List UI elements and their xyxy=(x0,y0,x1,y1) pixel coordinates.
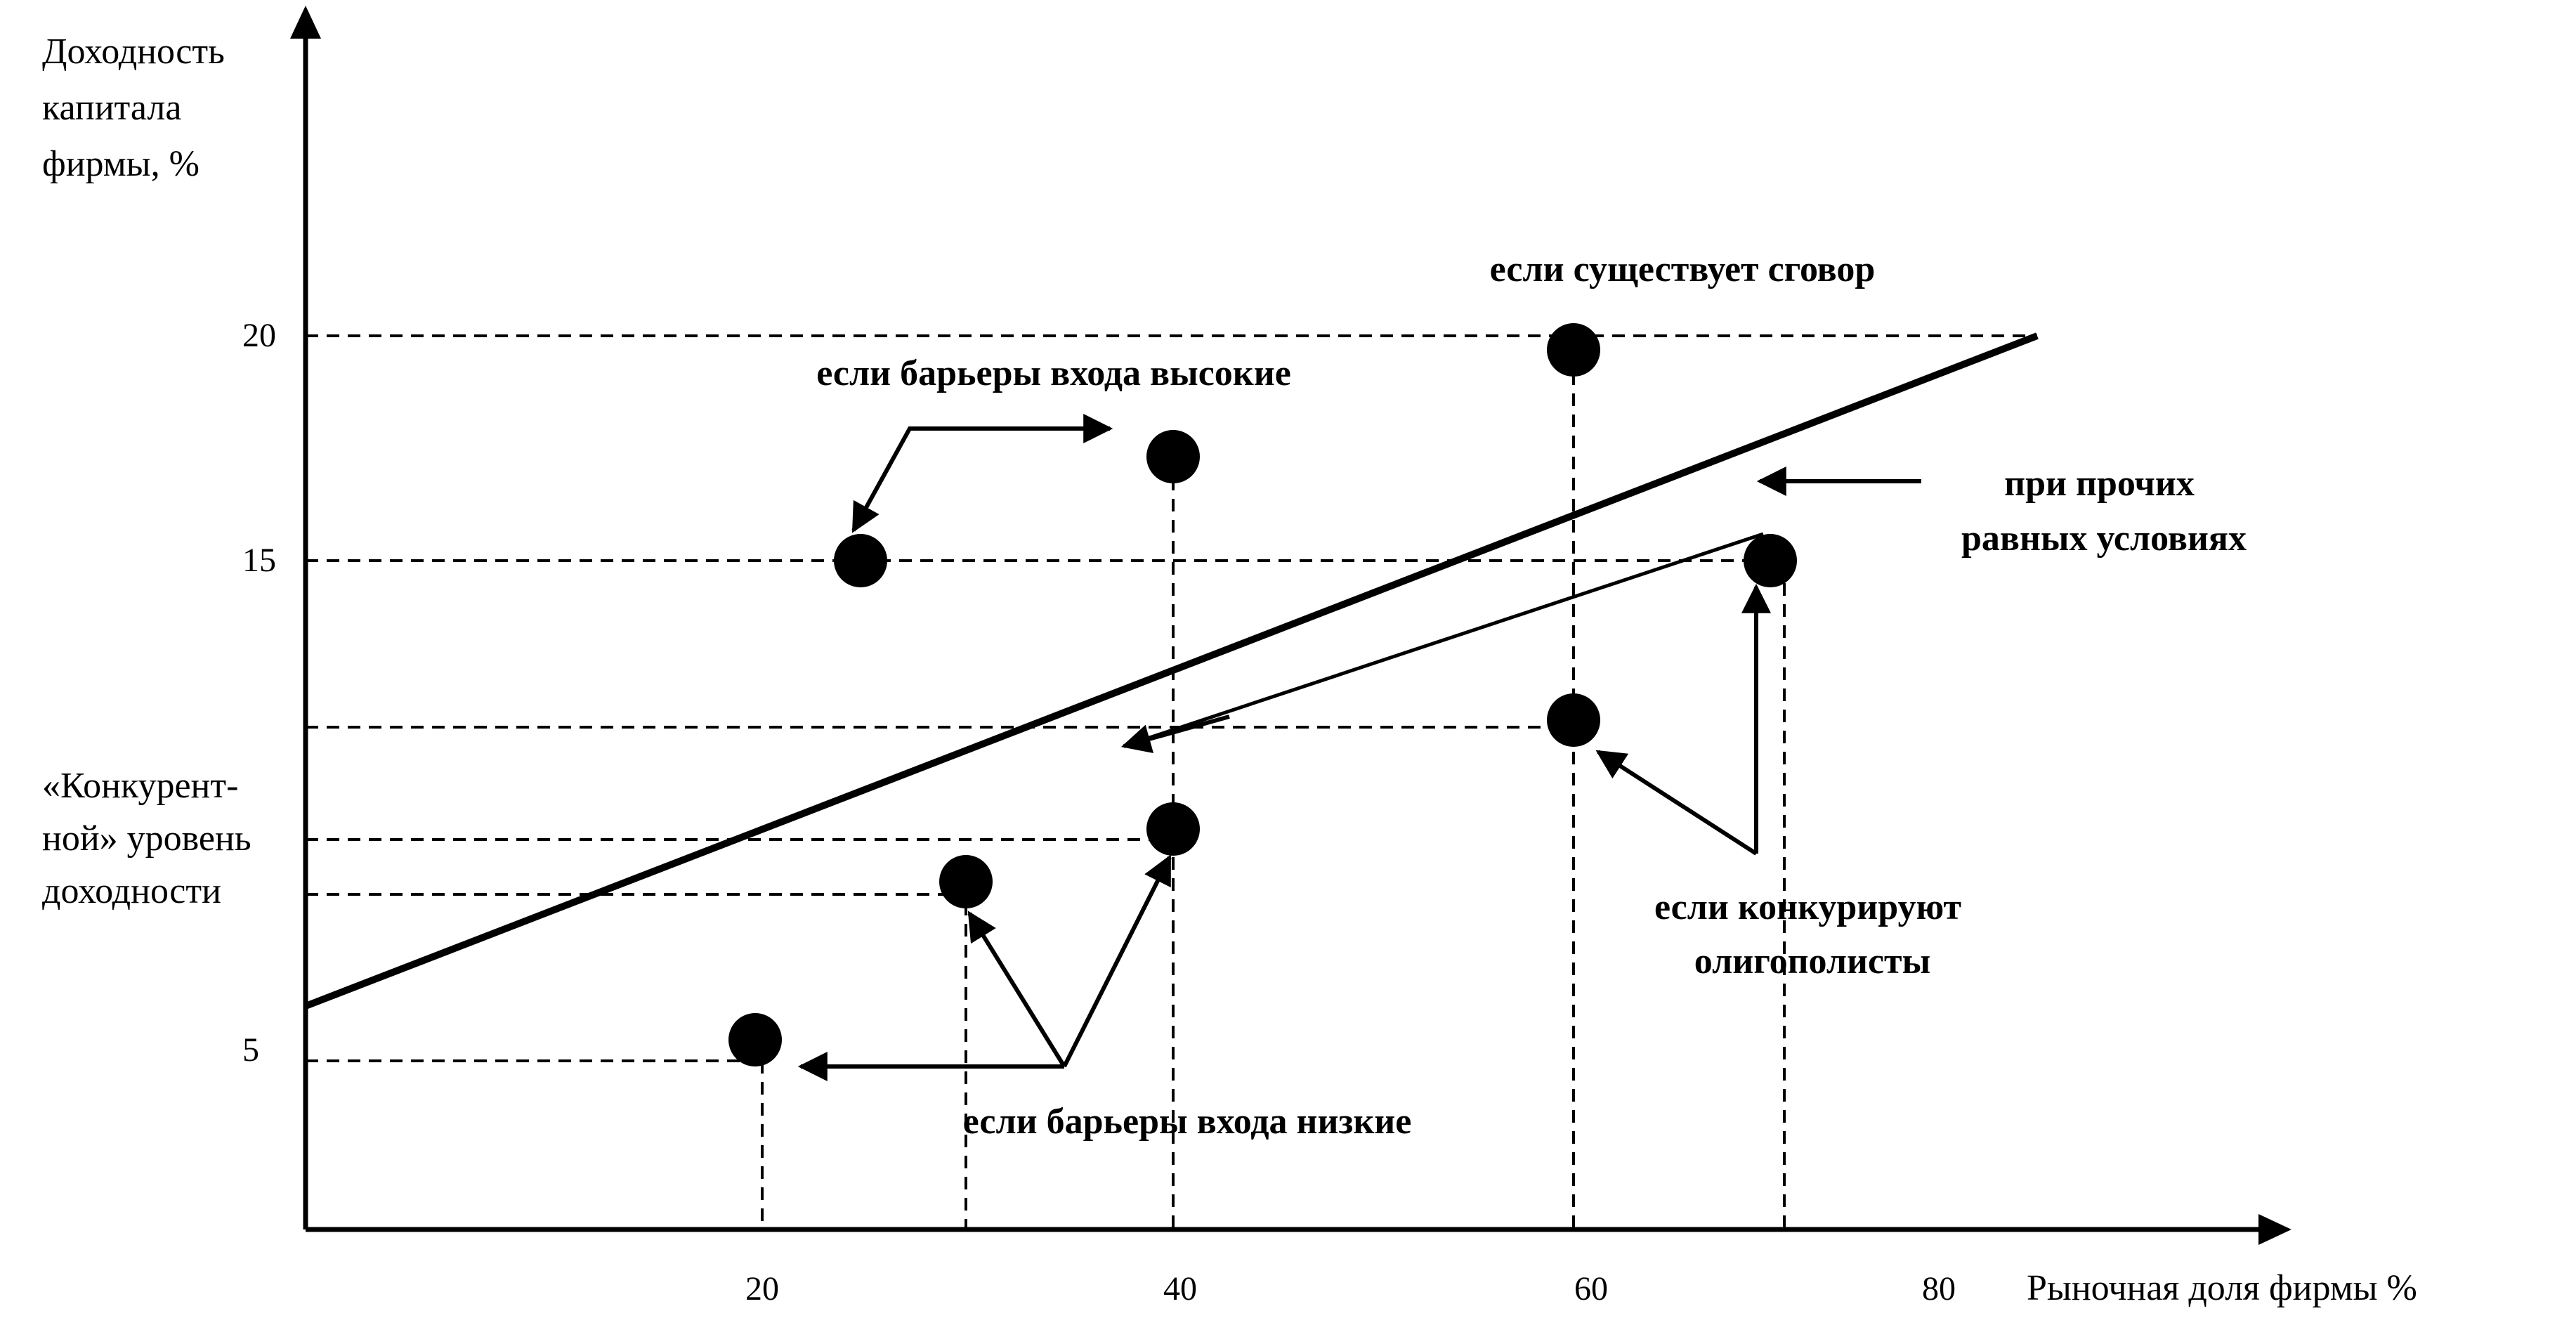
competitive-level-line-1: «Конкурент- xyxy=(42,766,238,806)
annotation-ceteris-paribus-line-1: при прочих xyxy=(2004,464,2195,504)
annotation-low-barriers: если барьеры входа низкие xyxy=(963,1102,1412,1142)
ceteris-paribus-line xyxy=(1123,532,1764,748)
main-trend-line xyxy=(304,332,2039,1010)
y-axis-arrow-icon xyxy=(290,6,321,39)
y-axis-label: Доходность капитала фирмы, % xyxy=(42,32,234,184)
annotation-ceteris-paribus: при прочих равных условиях xyxy=(1961,464,2247,559)
annotation-oligopoly-line-1: если конкурируют xyxy=(1654,887,1961,927)
data-points xyxy=(728,323,1797,1066)
y-tick-20: 20 xyxy=(242,317,276,354)
x-tick-60: 60 xyxy=(1574,1270,1608,1307)
data-point-2 xyxy=(939,855,993,908)
x-tick-40: 40 xyxy=(1163,1270,1197,1307)
low-barriers-arrow-up-right xyxy=(1062,854,1172,1068)
competitive-level-label: «Конкурент- ной» уровень доходности xyxy=(42,766,261,911)
data-point-4 xyxy=(834,534,887,587)
annotation-arrows xyxy=(797,414,1921,1081)
x-tick-20: 20 xyxy=(745,1270,779,1307)
data-point-5 xyxy=(1146,430,1200,483)
data-point-8 xyxy=(1744,534,1797,587)
data-point-7 xyxy=(1547,693,1600,747)
y-axis-label-line-3: фирмы, % xyxy=(42,144,200,184)
y-tick-5: 5 xyxy=(242,1031,259,1069)
y-tick-15: 15 xyxy=(242,542,276,579)
annotation-high-barriers: если барьеры входа высокие xyxy=(816,353,1291,393)
competitive-level-line-3: доходности xyxy=(42,871,221,911)
data-point-3 xyxy=(1146,802,1200,856)
data-point-6 xyxy=(1547,323,1600,377)
competitive-level-line-2: ной» уровень xyxy=(42,818,251,859)
data-point-1 xyxy=(728,1013,782,1066)
x-tick-80: 80 xyxy=(1922,1270,1956,1307)
low-barriers-arrow-up-left xyxy=(967,911,1066,1068)
annotation-oligopoly-line-2: олигополисты xyxy=(1694,941,1930,981)
x-axis-arrow-icon xyxy=(2258,1214,2291,1245)
annotation-ceteris-paribus-line-2: равных условиях xyxy=(1961,518,2247,559)
y-axis-label-line-2: капитала xyxy=(42,88,181,128)
x-axis-label: Рыночная доля фирмы % xyxy=(2027,1268,2417,1308)
ceteris-paribus-lower-arrow xyxy=(1120,715,1230,754)
annotation-oligopoly: если конкурируют олигополисты xyxy=(1654,887,1970,981)
y-axis-label-line-1: Доходность xyxy=(42,32,225,72)
oligopoly-arrow-left xyxy=(1595,750,1758,856)
high-barriers-arrow xyxy=(851,414,1113,533)
annotation-collusion: если существует сговор xyxy=(1490,249,1876,289)
